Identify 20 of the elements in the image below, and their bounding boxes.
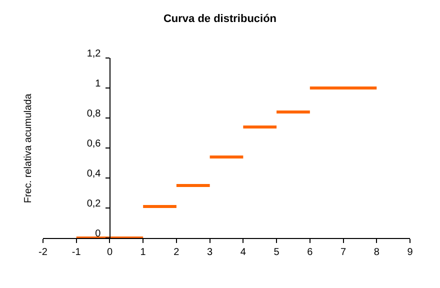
x-tick-label: 5 xyxy=(274,247,280,258)
x-tick-label: 0 xyxy=(106,247,113,258)
y-tick-label: 1 xyxy=(95,78,102,90)
x-tick-label: -2 xyxy=(38,247,48,258)
x-tick-label: 3 xyxy=(207,247,214,258)
x-tick-label: 4 xyxy=(240,247,246,258)
y-tick-label: 0,4 xyxy=(86,168,102,180)
y-axis-title: Frec. relativa acumulada xyxy=(23,93,34,204)
x-tick-label: 2 xyxy=(174,247,180,258)
x-tick-label: -1 xyxy=(72,247,82,258)
y-tick-label: 0,6 xyxy=(86,138,102,150)
x-tick-label: 8 xyxy=(374,247,380,258)
chart-title: Curva de distribución xyxy=(163,13,277,26)
x-tick-label: 6 xyxy=(307,247,314,258)
x-tick-label: 7 xyxy=(340,247,346,258)
y-tick-label: 0,2 xyxy=(86,198,102,210)
y-tick-label: 0,8 xyxy=(86,108,102,120)
y-tick-label: 1,2 xyxy=(86,48,102,60)
x-tick-label: 1 xyxy=(140,247,146,258)
x-tick-label: 9 xyxy=(407,247,414,258)
